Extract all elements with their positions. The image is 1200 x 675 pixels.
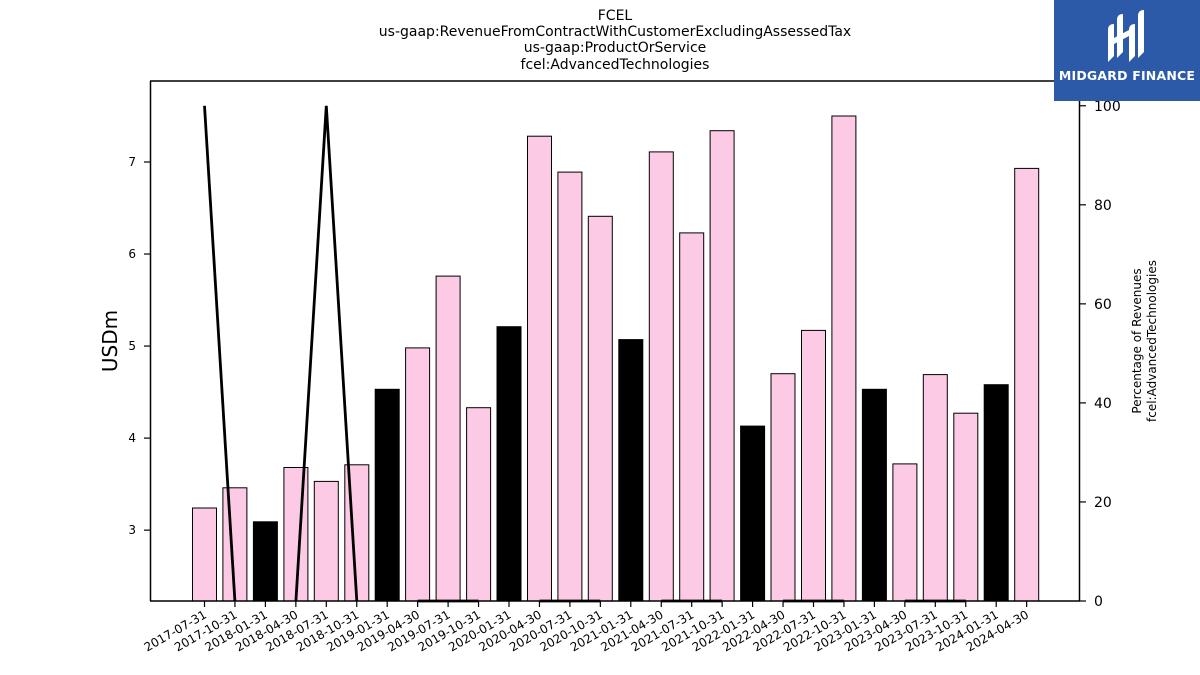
left-tick-label-5: 5 bbox=[128, 339, 136, 353]
bar-2018-07-31 bbox=[313, 480, 339, 602]
midgard-logo-icon bbox=[1108, 10, 1144, 62]
bar-2021-10-31 bbox=[709, 130, 735, 602]
bar-2021-04-30 bbox=[648, 151, 674, 602]
right-axis-ticks: 0 20 40 60 80 100 bbox=[1080, 99, 1121, 610]
bar-2019-04-30 bbox=[405, 347, 431, 602]
bar-2017-07-31 bbox=[192, 507, 217, 602]
right-tick-label-100: 100 bbox=[1094, 99, 1121, 115]
bar-2019-01-31 bbox=[374, 388, 400, 602]
title-line-4: fcel:AdvancedTechnologies bbox=[521, 57, 710, 73]
bar-2024-04-30 bbox=[1014, 167, 1040, 602]
bar-2022-07-31 bbox=[801, 329, 826, 602]
right-tick-label-80: 80 bbox=[1094, 198, 1112, 214]
title-line-3: us-gaap:ProductOrService bbox=[524, 40, 707, 56]
bar-2020-04-30 bbox=[527, 135, 552, 602]
percentage-line-segment-1 bbox=[203, 105, 237, 602]
right-tick-label-0: 0 bbox=[1094, 594, 1103, 610]
bar-2022-10-31 bbox=[831, 115, 857, 602]
left-tick-label-6: 6 bbox=[128, 247, 136, 261]
logo-text: MIDGARD FINANCE bbox=[1058, 68, 1196, 83]
right-axis-label: Percentage of Revenues fcel:AdvancedTech… bbox=[1130, 260, 1159, 422]
right-axis-label-line-1: Percentage of Revenues bbox=[1130, 268, 1144, 413]
left-axis-ticks: 3 4 5 6 7 bbox=[128, 155, 150, 537]
chart-title: FCEL us-gaap:RevenueFromContractWithCust… bbox=[379, 8, 851, 73]
bar-2021-01-31 bbox=[618, 339, 644, 602]
bar-2023-01-31 bbox=[861, 388, 887, 602]
right-tick-label-40: 40 bbox=[1094, 396, 1112, 412]
y-axis-label: USDm bbox=[98, 310, 122, 372]
bar-2022-04-30 bbox=[770, 373, 796, 602]
bar-2024-01-31 bbox=[983, 384, 1009, 602]
left-tick-label-7: 7 bbox=[128, 155, 136, 169]
bar-2023-07-31 bbox=[922, 374, 948, 602]
bar-2019-10-31 bbox=[466, 407, 492, 602]
right-tick-label-60: 60 bbox=[1094, 297, 1112, 313]
bar-2020-10-31 bbox=[587, 215, 613, 602]
bar-2022-01-31 bbox=[740, 425, 766, 602]
bar-2021-07-31 bbox=[679, 232, 705, 602]
bar-2018-01-31 bbox=[252, 521, 278, 602]
bar-2020-01-31 bbox=[496, 326, 522, 602]
bar-2023-10-31 bbox=[953, 412, 979, 602]
x-axis-ticks: 2017-07-312017-10-312018-01-312018-04-30… bbox=[142, 601, 1031, 654]
left-tick-label-4: 4 bbox=[128, 431, 136, 445]
left-tick-label-3: 3 bbox=[128, 523, 136, 537]
midgard-finance-logo: MIDGARD FINANCE bbox=[1054, 0, 1200, 101]
title-line-2: us-gaap:RevenueFromContractWithCustomerE… bbox=[379, 24, 851, 40]
bar-series bbox=[192, 115, 1040, 602]
title-line-1: FCEL bbox=[598, 8, 633, 24]
right-axis-label-line-2: fcel:AdvancedTechnologies bbox=[1145, 260, 1159, 422]
bar-2020-07-31 bbox=[557, 171, 583, 602]
bar-2019-07-31 bbox=[435, 275, 461, 602]
axes bbox=[149, 80, 1081, 602]
bar-2023-04-30 bbox=[892, 463, 918, 602]
right-tick-label-20: 20 bbox=[1094, 495, 1112, 511]
percentage-line-segment-2 bbox=[294, 105, 359, 602]
